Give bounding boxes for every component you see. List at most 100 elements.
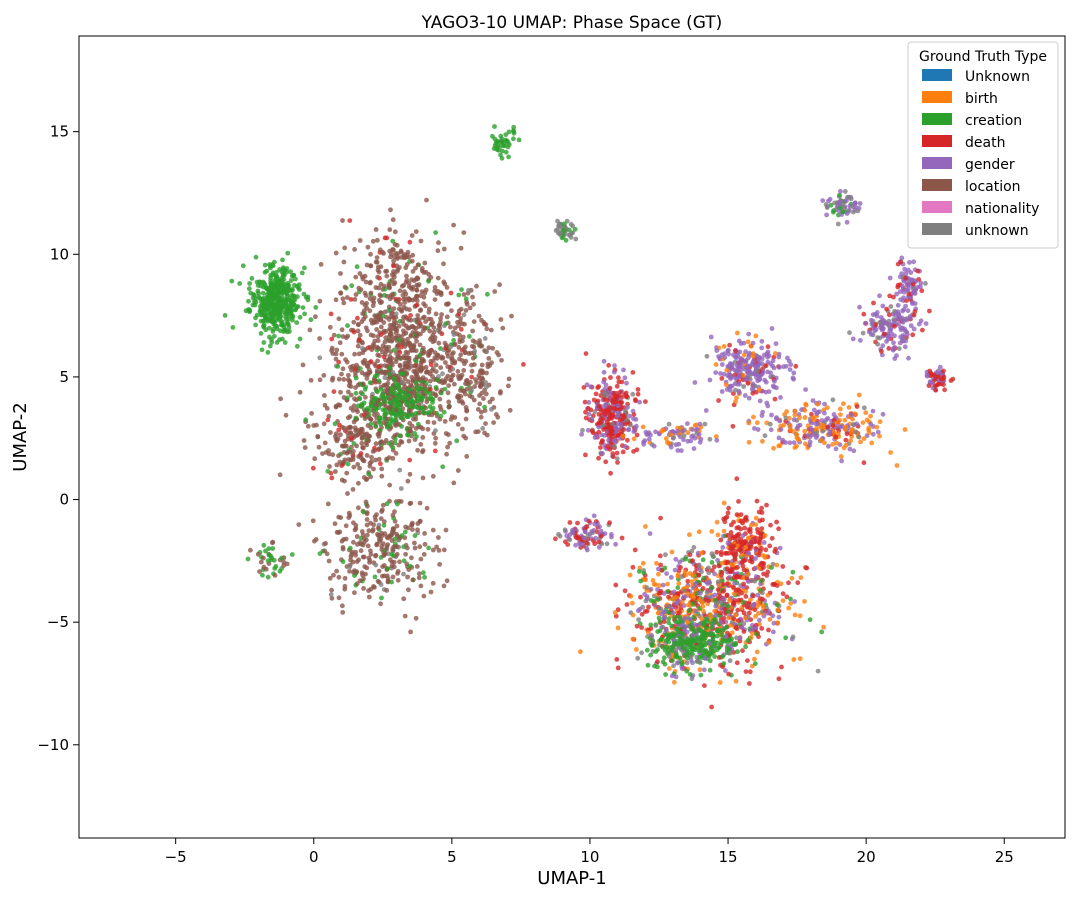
scatter-point bbox=[391, 247, 396, 253]
scatter-point bbox=[749, 559, 755, 565]
scatter-point bbox=[672, 614, 678, 620]
scatter-point bbox=[727, 650, 733, 656]
scatter-point bbox=[843, 437, 849, 443]
scatter-point bbox=[390, 294, 395, 300]
scatter-point bbox=[414, 302, 420, 308]
scatter-point bbox=[484, 349, 490, 355]
scatter-point bbox=[482, 408, 488, 413]
scatter-point bbox=[432, 448, 438, 454]
scatter-point bbox=[904, 329, 910, 335]
scatter-point bbox=[718, 537, 724, 543]
scatter-point bbox=[327, 464, 332, 469]
scatter-point bbox=[378, 387, 384, 392]
scatter-point bbox=[473, 429, 479, 435]
scatter-point bbox=[413, 411, 419, 416]
scatter-point bbox=[900, 308, 905, 314]
scatter-point bbox=[762, 352, 767, 358]
scatter-point bbox=[646, 604, 651, 610]
scatter-point bbox=[340, 296, 346, 302]
scatter-point bbox=[770, 582, 776, 587]
scatter-point bbox=[809, 411, 814, 417]
scatter-point bbox=[601, 379, 607, 385]
scatter-point bbox=[707, 640, 712, 646]
scatter-point bbox=[334, 568, 339, 574]
scatter-point bbox=[407, 563, 413, 569]
scatter-point bbox=[903, 275, 909, 281]
scatter-point bbox=[471, 301, 476, 307]
scatter-point bbox=[455, 319, 460, 325]
scatter-point bbox=[791, 440, 797, 445]
scatter-point bbox=[342, 245, 348, 251]
scatter-point bbox=[701, 575, 707, 581]
scatter-point bbox=[270, 296, 275, 302]
scatter-point bbox=[416, 571, 422, 577]
scatter-point bbox=[743, 594, 749, 599]
scatter-point bbox=[365, 438, 371, 444]
scatter-point bbox=[469, 368, 475, 374]
scatter-point bbox=[911, 326, 917, 332]
scatter-point bbox=[365, 328, 370, 334]
scatter-point bbox=[910, 301, 915, 306]
scatter-point bbox=[662, 614, 667, 620]
scatter-point bbox=[888, 304, 894, 309]
scatter-point bbox=[690, 648, 695, 653]
scatter-point bbox=[425, 419, 431, 425]
scatter-point bbox=[421, 294, 427, 300]
scatter-point bbox=[410, 527, 415, 532]
scatter-point bbox=[398, 371, 404, 377]
scatter-point bbox=[253, 315, 258, 321]
scatter-point bbox=[416, 421, 421, 427]
scatter-point bbox=[751, 414, 756, 420]
scatter-point bbox=[786, 605, 792, 611]
scatter-point bbox=[714, 601, 719, 607]
scatter-point bbox=[593, 391, 599, 397]
scatter-point bbox=[476, 313, 482, 319]
scatter-point bbox=[715, 532, 721, 538]
scatter-point bbox=[761, 540, 767, 545]
scatter-point bbox=[413, 615, 419, 621]
scatter-point bbox=[766, 627, 771, 633]
scatter-point bbox=[375, 237, 380, 243]
scatter-point bbox=[395, 569, 401, 574]
scatter-point bbox=[661, 619, 667, 624]
scatter-point bbox=[678, 434, 683, 440]
scatter-point bbox=[418, 583, 424, 589]
scatter-point bbox=[501, 143, 506, 149]
scatter-point bbox=[715, 633, 720, 639]
scatter-point bbox=[902, 344, 908, 350]
scatter-point bbox=[344, 295, 350, 300]
scatter-point bbox=[639, 650, 644, 656]
scatter-point bbox=[700, 557, 706, 563]
scatter-point bbox=[718, 371, 723, 376]
scatter-point bbox=[631, 436, 637, 442]
scatter-point bbox=[880, 343, 886, 349]
scatter-point bbox=[408, 313, 413, 318]
scatter-point bbox=[379, 466, 385, 472]
scatter-point bbox=[264, 285, 269, 291]
scatter-point bbox=[621, 367, 626, 373]
scatter-point bbox=[772, 396, 778, 402]
scatter-point bbox=[417, 544, 423, 550]
scatter-point bbox=[752, 656, 757, 662]
scatter-point bbox=[742, 525, 747, 531]
scatter-point bbox=[390, 445, 396, 450]
scatter-point bbox=[323, 541, 328, 546]
scatter-point bbox=[714, 628, 720, 634]
scatter-point bbox=[391, 347, 397, 353]
scatter-point bbox=[863, 410, 869, 416]
scatter-point bbox=[894, 353, 899, 358]
scatter-point bbox=[714, 640, 720, 646]
scatter-point bbox=[727, 598, 732, 603]
scatter-point bbox=[353, 385, 358, 390]
scatter-point bbox=[727, 342, 732, 348]
scatter-point bbox=[741, 352, 747, 358]
scatter-point bbox=[631, 429, 637, 434]
scatter-point bbox=[342, 443, 347, 449]
scatter-point bbox=[690, 433, 696, 439]
scatter-point bbox=[367, 296, 373, 301]
scatter-point bbox=[877, 433, 882, 439]
scatter-point bbox=[766, 389, 772, 394]
scatter-point bbox=[620, 433, 626, 439]
scatter-point bbox=[405, 336, 410, 342]
scatter-point bbox=[293, 307, 299, 312]
